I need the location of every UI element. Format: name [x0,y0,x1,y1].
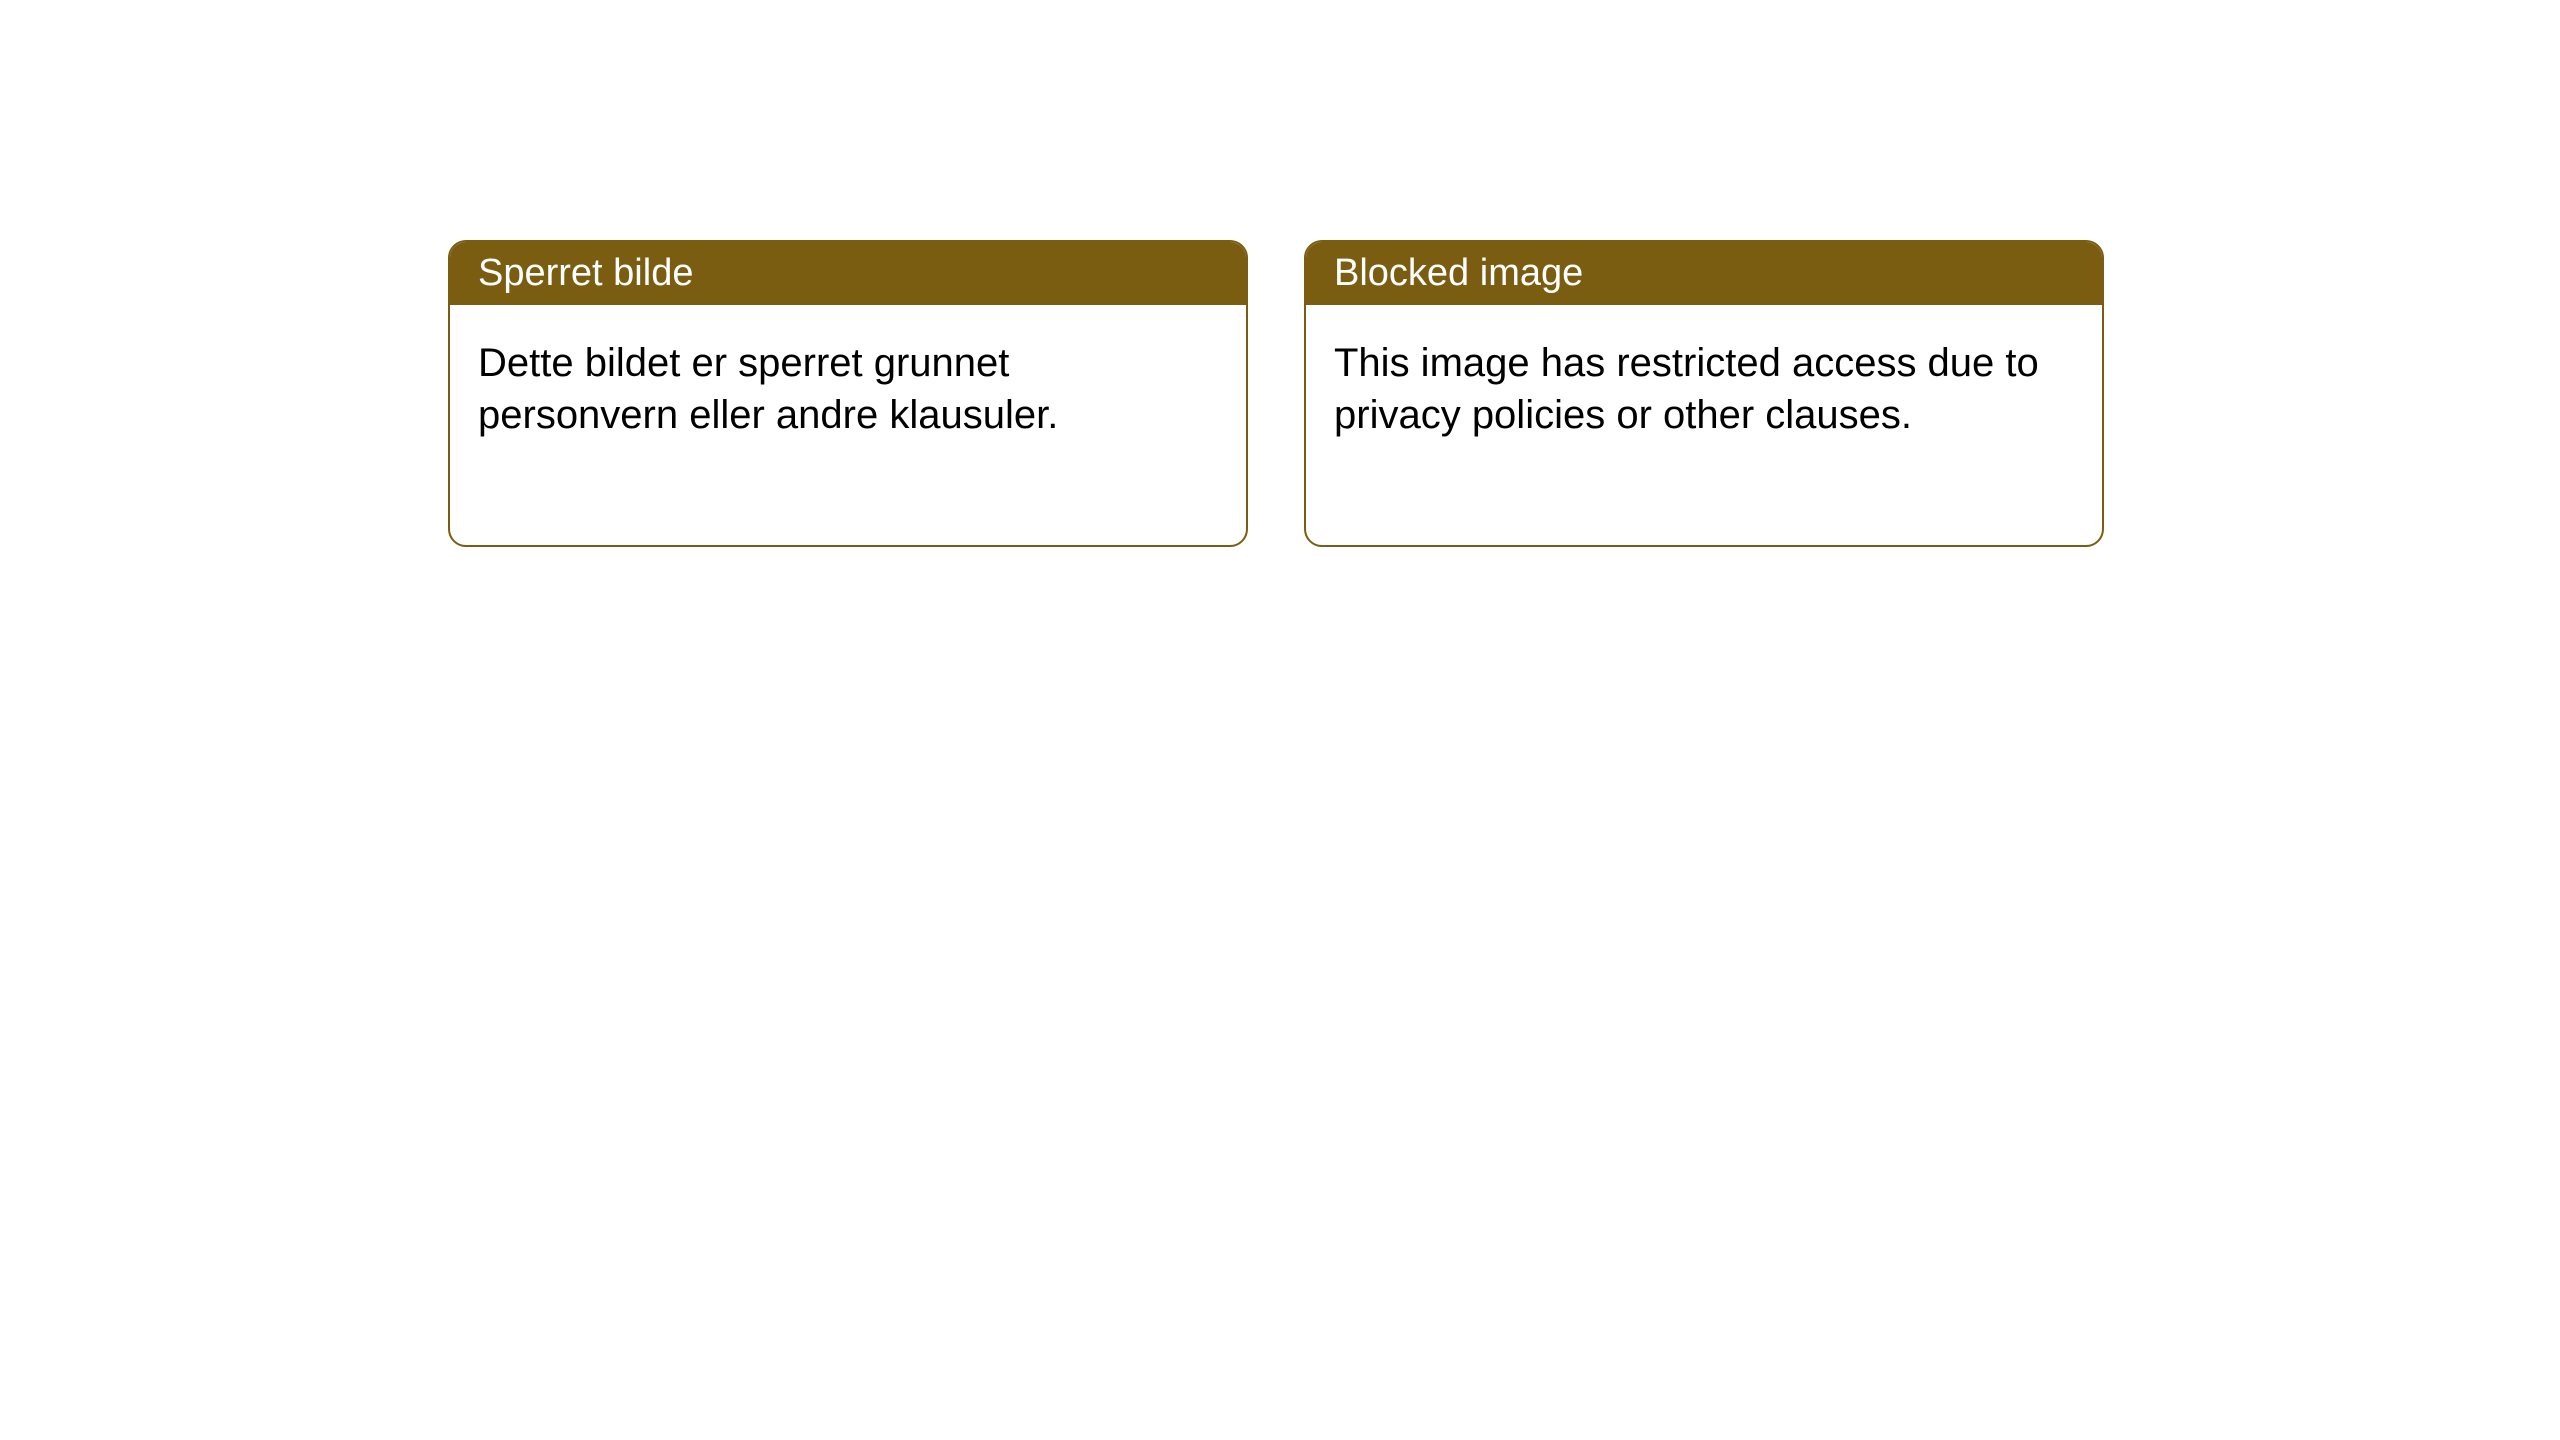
notice-body: This image has restricted access due to … [1306,305,2102,545]
notice-body: Dette bildet er sperret grunnet personve… [450,305,1246,545]
notice-title: Sperret bilde [478,252,693,294]
notice-header: Blocked image [1306,242,2102,305]
notice-container: Sperret bilde Dette bildet er sperret gr… [448,240,2104,547]
notice-text: Dette bildet er sperret grunnet personve… [478,341,1058,437]
notice-header: Sperret bilde [450,242,1246,305]
notice-text: This image has restricted access due to … [1334,341,2039,437]
notice-title: Blocked image [1334,252,1583,294]
notice-card-norwegian: Sperret bilde Dette bildet er sperret gr… [448,240,1248,547]
notice-card-english: Blocked image This image has restricted … [1304,240,2104,547]
